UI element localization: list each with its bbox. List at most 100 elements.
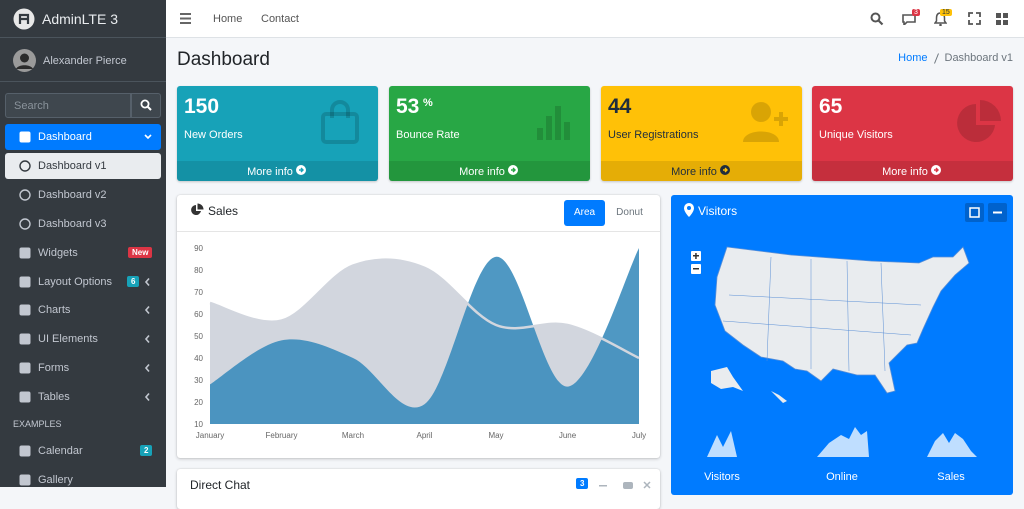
user-body — [743, 131, 779, 142]
pie-icon — [191, 203, 204, 215]
nav-label[interactable]: UI Elements — [38, 333, 98, 345]
nav-label[interactable]: Dashboard — [38, 131, 92, 143]
small-box-footer[interactable] — [389, 161, 590, 181]
nav-label[interactable]: Calendar — [38, 445, 83, 457]
small-box-footer[interactable] — [812, 161, 1013, 181]
nav-label[interactable]: Forms — [38, 362, 70, 374]
small-box-link[interactable]: More info — [389, 165, 590, 178]
more-info-text[interactable]: More info — [247, 166, 293, 178]
square-icon — [19, 247, 31, 259]
tab-label[interactable]: Donut — [616, 207, 643, 218]
control-sidebar-icon[interactable] — [996, 13, 1008, 25]
y-tick-label: 10 — [194, 420, 203, 429]
small-box-value: 150 — [184, 95, 220, 118]
more-info-text[interactable]: More info — [459, 166, 505, 178]
brand-row — [0, 0, 166, 38]
y-tick-label: 60 — [194, 310, 203, 319]
bar-glyph — [537, 128, 543, 140]
search-button-icon — [140, 99, 152, 111]
small-box-link[interactable]: More info — [601, 165, 802, 178]
small-box-value: 53 — [396, 95, 420, 118]
chevron — [144, 305, 150, 315]
plus — [774, 112, 788, 126]
nav-badge: New — [128, 247, 153, 258]
nav-label[interactable]: Dashboard v3 — [38, 218, 107, 230]
arrow-icon — [930, 165, 941, 175]
small-box: 44 User Registrations More info — [601, 86, 802, 181]
circle-icon — [19, 160, 31, 172]
nav-item-active[interactable] — [5, 124, 161, 150]
square-icon — [19, 362, 31, 374]
nav-label[interactable]: Dashboard v2 — [38, 189, 107, 201]
sidebar: AdminLTE 3 Alexander Pierce Search Dashboar… — [0, 0, 166, 487]
nav-label[interactable]: Widgets — [38, 247, 78, 259]
search-icon[interactable] — [870, 12, 884, 26]
sales-chart: 10 20 30 40 50 60 70 80 90 January February March Ap… — [194, 244, 646, 440]
nav-label[interactable]: Tables — [38, 391, 70, 403]
square-icon — [19, 391, 31, 403]
arrow — [510, 167, 516, 173]
visitors-card: Visitors Visitors Online Sales — [671, 195, 1013, 495]
nav-label[interactable]: Layout Options — [38, 276, 112, 288]
square-icon — [19, 474, 31, 486]
more-info-text[interactable]: More info — [882, 166, 928, 178]
nav-icon — [19, 247, 31, 259]
nav-item-selected[interactable] — [5, 153, 161, 179]
arrow — [722, 167, 728, 173]
nav-icon — [19, 474, 31, 486]
more-info-text[interactable]: More info — [671, 166, 717, 178]
avatar-body — [16, 65, 33, 69]
search-input[interactable] — [5, 93, 131, 118]
glass — [140, 99, 150, 109]
chevron — [144, 392, 150, 402]
small-box-icon — [537, 106, 570, 140]
nav-icon — [19, 218, 31, 230]
y-tick-label: 90 — [194, 244, 203, 253]
x-tick-label: February — [265, 431, 297, 440]
tab-label[interactable]: Area — [573, 207, 596, 218]
sales-card: 10 20 30 40 50 60 70 80 90 January February March Ap… — [177, 195, 660, 458]
small-box-link[interactable]: More info — [812, 165, 1013, 178]
bar-glyph — [555, 106, 561, 140]
breadcrumb-item[interactable]: Home — [898, 52, 928, 64]
slash — [933, 52, 939, 64]
nav-label[interactable]: Charts — [38, 304, 71, 316]
brand-text[interactable]: AdminLTE 3 — [42, 11, 118, 27]
nav-label[interactable]: Gallery — [38, 474, 73, 486]
x-tick-label: January — [196, 431, 224, 440]
small-box: 53% Bounce Rate More info — [389, 86, 590, 181]
chevron — [144, 134, 152, 140]
small-box-icon — [957, 100, 1001, 142]
small-box-label: Bounce Rate — [396, 129, 460, 141]
tab-active[interactable] — [564, 200, 605, 226]
nav-label[interactable]: Dashboard v1 — [38, 160, 107, 172]
nav-chevron — [144, 134, 152, 140]
brand-logo — [13, 8, 35, 30]
page-title: Dashboard — [177, 49, 270, 70]
nav-chevron — [144, 334, 150, 344]
logo-glyph — [18, 13, 30, 24]
nav-chevron — [144, 305, 150, 315]
fullscreen-icon[interactable] — [968, 12, 981, 25]
search-button[interactable] — [131, 93, 161, 118]
nav-chevron — [144, 392, 150, 402]
messages-icon[interactable] — [902, 13, 916, 25]
menu-toggle[interactable] — [180, 13, 192, 24]
y-tick-label: 70 — [194, 288, 203, 297]
bar-glyph — [546, 116, 552, 140]
bag — [321, 112, 359, 144]
top-nav-link[interactable]: Home — [213, 13, 243, 25]
x-tick-label: March — [342, 431, 364, 440]
small-box-link[interactable]: More info — [177, 165, 378, 178]
chevron — [144, 363, 150, 373]
x-tick-label: July — [632, 431, 646, 440]
pie-a — [957, 104, 995, 142]
small-box-footer[interactable] — [177, 161, 378, 181]
x-tick-label: June — [559, 431, 577, 440]
top-nav-link[interactable]: Contact — [261, 13, 299, 25]
small-box-footer[interactable] — [601, 161, 802, 181]
bag-handle — [330, 100, 350, 118]
area — [210, 248, 639, 424]
user-name[interactable]: Alexander Pierce — [43, 55, 127, 67]
nav-icon — [19, 362, 31, 374]
